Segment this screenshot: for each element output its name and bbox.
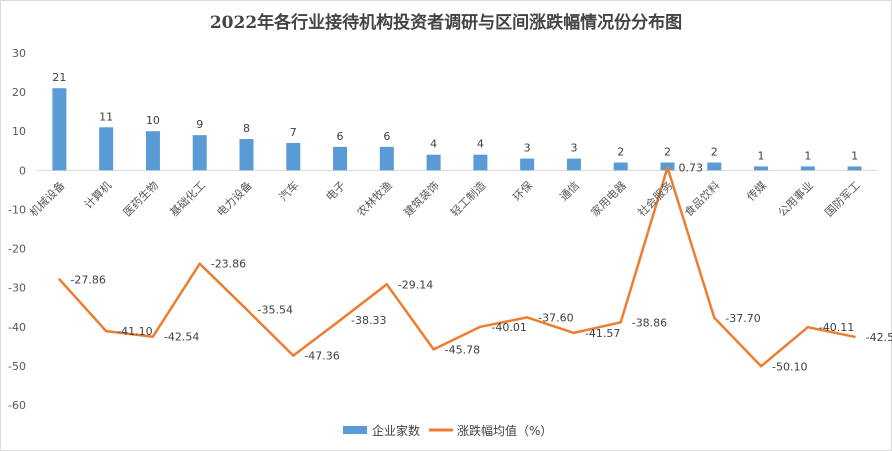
line-value-label: 0.73	[679, 161, 704, 174]
bar	[239, 139, 254, 171]
chart-title: 2022年各行业接待机构投资者调研与区间涨跌幅情况份分布图	[210, 12, 682, 33]
y-tick-label: 30	[12, 47, 26, 60]
legend: 企业家数 涨跌幅均值（%）	[343, 423, 552, 438]
line-value-label: -23.86	[211, 258, 246, 271]
line-point	[245, 308, 248, 311]
line-value-label: -29.14	[398, 278, 433, 291]
bar	[286, 142, 301, 171]
line-value-label: -35.54	[258, 303, 293, 316]
line-point	[151, 335, 155, 338]
line-value-label: -37.60	[538, 311, 573, 324]
line-value-label: -42.57	[866, 331, 892, 344]
line-value-label: -41.10	[117, 325, 152, 338]
y-tick-label: 0	[19, 164, 26, 177]
line-series	[58, 166, 856, 368]
y-tick-label: -10	[8, 203, 26, 216]
y-axis: 30 20 10 0 -10 -20 -30 -40 -50 -60	[8, 47, 26, 412]
line-point	[853, 335, 856, 339]
line-value-label: -27.86	[70, 273, 105, 286]
y-tick-label: -60	[8, 399, 26, 412]
line-value-label: -47.36	[304, 350, 339, 363]
line-point	[58, 278, 61, 281]
line-point	[292, 354, 295, 357]
bar-value-label: 2	[664, 146, 671, 159]
y-tick-label: -30	[8, 282, 26, 295]
bar	[520, 158, 535, 171]
line-point	[432, 348, 435, 351]
bar-value-label: 9	[196, 118, 203, 131]
line-point	[479, 325, 482, 329]
y-tick-label: -40	[8, 321, 26, 334]
bar-value-label: 2	[711, 146, 718, 159]
line-point	[619, 321, 622, 324]
y-tick-label: 10	[12, 125, 26, 138]
line-value-label: -37.70	[725, 312, 760, 325]
bar	[192, 135, 207, 171]
line-point	[198, 262, 201, 265]
line-data-labels: -27.86 -41.10 -42.54 -23.86 -35.54 -47.36 -38.…	[70, 161, 892, 373]
y-tick-label: 20	[12, 86, 26, 99]
bar	[754, 166, 769, 171]
legend-swatch-bar	[343, 426, 367, 434]
bar	[707, 162, 722, 171]
line-value-label: -41.57	[585, 327, 620, 340]
bar	[473, 154, 488, 171]
bar-value-label: 10	[146, 114, 160, 127]
line-point	[759, 365, 763, 368]
line-point	[338, 319, 342, 322]
line-value-label: -38.33	[351, 314, 386, 327]
bar-value-label: 4	[430, 138, 437, 151]
bar	[52, 88, 67, 171]
line-point	[806, 326, 810, 329]
line-value-label: -38.86	[632, 316, 667, 329]
legend-label-line: 涨跌幅均值（%）	[457, 423, 552, 438]
bar	[613, 162, 628, 171]
bar-value-label: 8	[243, 122, 250, 135]
bar	[333, 146, 348, 171]
bar-value-label: 6	[383, 130, 390, 143]
bar-value-label: 4	[477, 138, 484, 151]
bar-value-label: 7	[290, 126, 297, 139]
line-point	[385, 283, 389, 286]
line-path	[58, 166, 855, 368]
bar	[379, 146, 394, 171]
legend-label-bar: 企业家数	[372, 423, 420, 438]
line-value-label: -42.54	[164, 331, 199, 344]
bar-value-label: 3	[524, 142, 531, 155]
y-tick-label: -50	[8, 360, 26, 373]
line-point	[666, 166, 669, 169]
line-point	[104, 329, 108, 333]
line-point	[525, 316, 529, 319]
bar	[800, 166, 815, 171]
line-point	[572, 331, 576, 335]
bar	[99, 127, 114, 171]
line-value-label: -40.11	[819, 321, 854, 334]
bar	[847, 166, 862, 171]
bar-value-label: 6	[337, 130, 344, 143]
bar-value-label: 21	[52, 71, 66, 84]
bar	[426, 154, 441, 171]
bar	[145, 131, 160, 171]
line-value-label: -45.78	[445, 343, 480, 356]
line-point	[713, 316, 716, 319]
bar-value-label: 11	[99, 110, 113, 123]
bar-series	[52, 88, 862, 171]
bar-value-label: 1	[758, 149, 765, 162]
bar-value-label: 1	[851, 149, 858, 162]
bar-value-label: 1	[804, 149, 811, 162]
bar-value-label: 3	[570, 142, 577, 155]
line-value-label: -40.01	[491, 321, 526, 334]
bar-value-label: 2	[617, 146, 624, 159]
line-value-label: -50.10	[772, 360, 807, 373]
y-tick-label: -20	[8, 243, 26, 256]
bar	[566, 158, 581, 171]
